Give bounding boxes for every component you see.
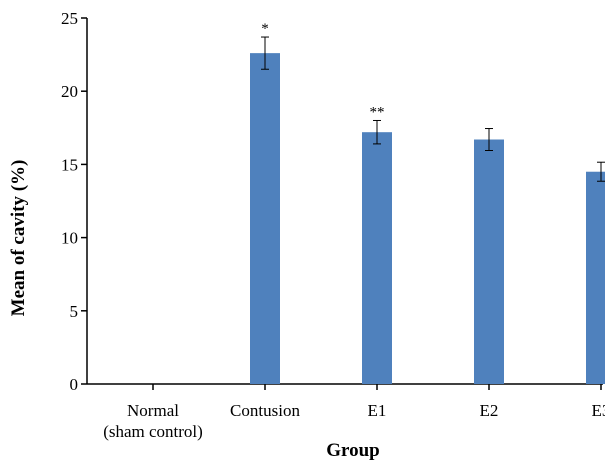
significance-annotations: ***: [261, 21, 384, 120]
bar: [474, 139, 504, 384]
x-tick-label-line: E3: [592, 401, 605, 420]
y-tick-label: 10: [61, 229, 78, 248]
bar: [586, 171, 605, 384]
bars: [250, 53, 605, 385]
y-tick-label: 25: [61, 9, 78, 28]
y-axis: 0 5 10 15 20 25: [61, 9, 88, 394]
significance-label: **: [370, 104, 385, 120]
bar: [362, 132, 392, 384]
y-tick-label: 5: [70, 302, 79, 321]
x-tick-label: E1: [368, 401, 387, 420]
x-axis-title: Group: [326, 440, 380, 461]
bar: [250, 53, 280, 385]
y-tick-label: 20: [61, 82, 78, 101]
x-tick-label-line: E2: [480, 401, 499, 420]
x-tick-label-line: E1: [368, 401, 387, 420]
y-axis-title: Mean of cavity (%): [8, 160, 29, 317]
x-axis: Normal (sham control) Contusion E1 E2 E3: [87, 383, 605, 441]
y-tick-label: 0: [70, 375, 79, 394]
x-tick-label: Normal (sham control): [103, 401, 203, 441]
x-tick-label-line: (sham control): [103, 422, 203, 441]
y-tick-label: 15: [61, 155, 78, 174]
error-bars: [261, 36, 605, 182]
significance-label: *: [261, 21, 269, 37]
x-tick-label: Contusion: [230, 401, 300, 420]
x-tick-label-line: Contusion: [230, 401, 300, 420]
x-tick-label: E3: [592, 401, 605, 420]
x-tick-label: E2: [480, 401, 499, 420]
x-tick-label-line: Normal: [127, 401, 179, 420]
